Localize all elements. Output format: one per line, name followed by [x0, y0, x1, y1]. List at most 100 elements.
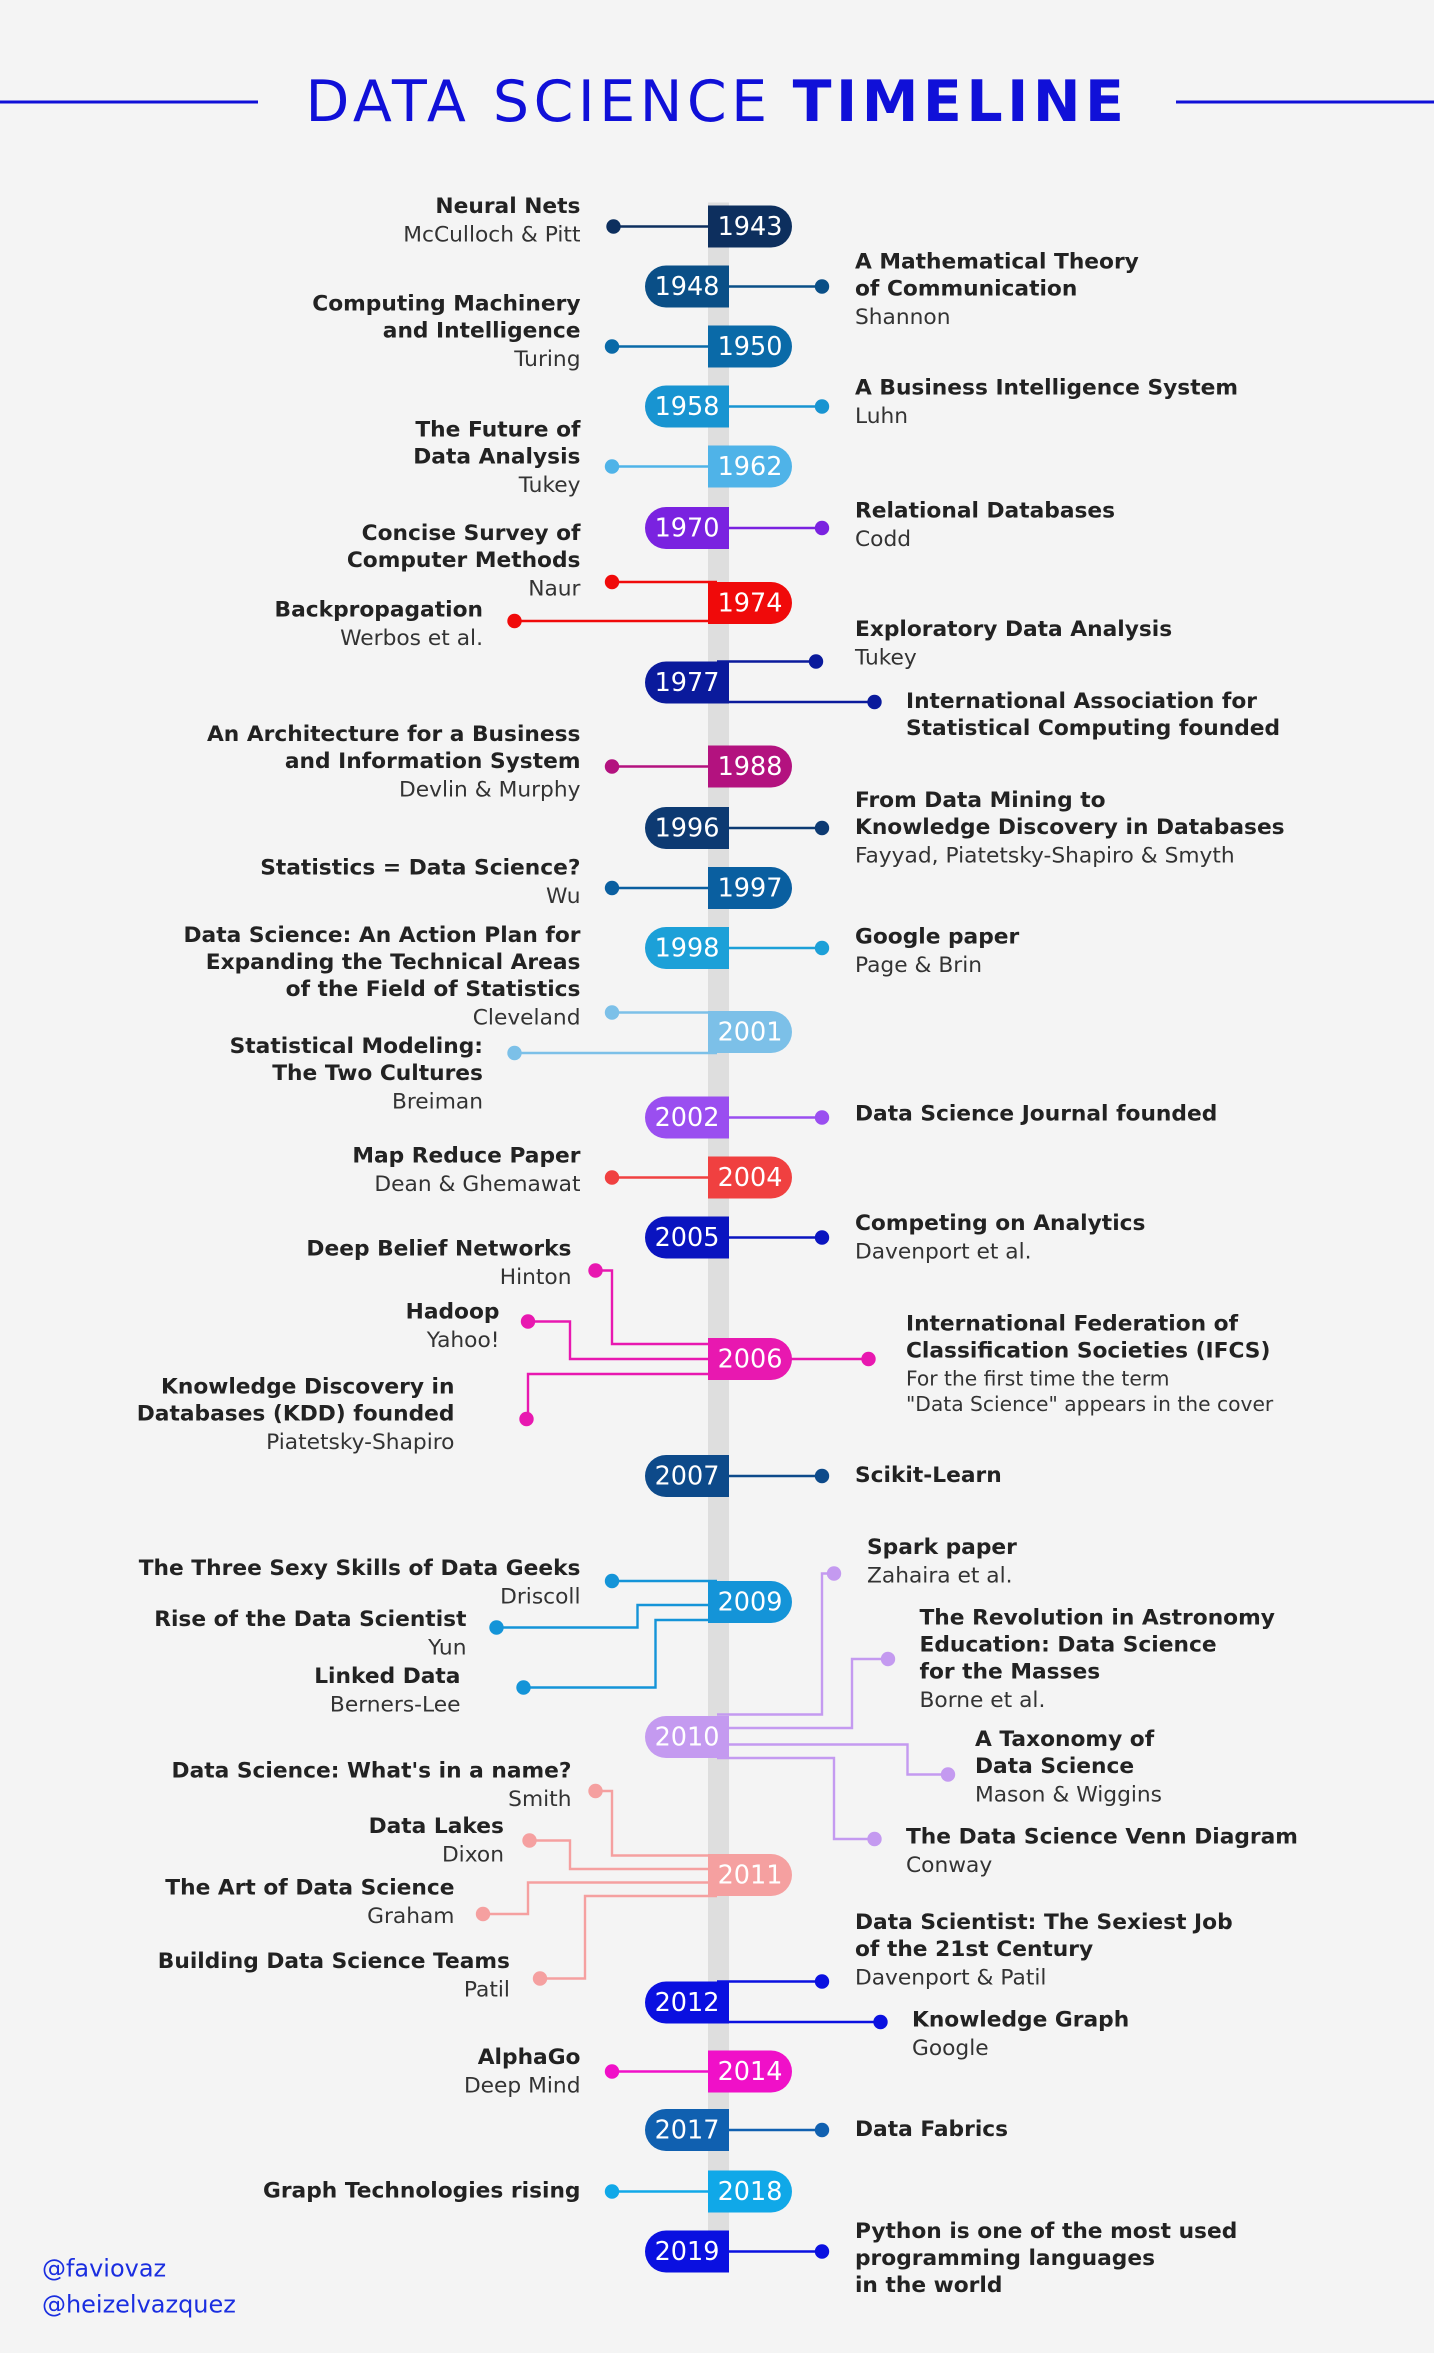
- dot: [814, 820, 830, 836]
- entry-title: Data Lakes: [369, 1814, 504, 1839]
- entry-title: The Art of Data Science: [165, 1875, 454, 1900]
- connector: [717, 1657, 888, 1730]
- dot: [519, 1411, 534, 1427]
- entry-subtitle: Yun: [427, 1635, 466, 1660]
- entry-title: AlphaGo: [478, 2045, 581, 2070]
- entry-title: programming languages: [855, 2246, 1155, 2271]
- dot: [588, 1783, 603, 1799]
- dot: [604, 880, 620, 896]
- dot: [475, 1906, 491, 1922]
- entry-subtitle: Cleveland: [473, 1005, 581, 1030]
- entry-title: From Data Mining to: [855, 788, 1106, 813]
- year-pill-edge: [708, 1580, 729, 1623]
- entry-title: and Intelligence: [383, 318, 581, 343]
- year-label: 2019: [655, 2237, 720, 2267]
- entry-title: The Data Science Venn Diagram: [906, 1824, 1298, 1849]
- entry-title: International Federation of: [906, 1311, 1239, 1336]
- entry-subtitle: Graham: [367, 1904, 454, 1929]
- entry-subtitle: Deep Mind: [464, 2073, 581, 2098]
- title: DATA SCIENCE TIMELINE: [306, 69, 1129, 135]
- entry-title: and Information System: [285, 749, 581, 774]
- entry-subtitle: Zahaira et al.: [867, 1563, 1013, 1588]
- entry-title: Classification Societies (IFCS): [906, 1338, 1270, 1363]
- year-pill-edge: [708, 2108, 729, 2151]
- entry-subtitle: Yahoo!: [426, 1328, 500, 1353]
- year-pill-edge: [708, 581, 729, 624]
- year-pill-edge: [708, 1853, 729, 1896]
- title-bold: TIMELINE: [793, 69, 1129, 135]
- connector: [595, 1789, 718, 1857]
- entry-subtitle: Luhn: [855, 404, 908, 429]
- year-label: 1962: [718, 452, 783, 482]
- entry-subtitle: Driscoll: [500, 1584, 580, 1609]
- entry-title: Data Science Journal founded: [855, 1101, 1217, 1126]
- entry-title: of the Field of Statistics: [286, 977, 581, 1002]
- dot: [814, 1110, 830, 1125]
- entry-subtitle: Hinton: [500, 1265, 572, 1290]
- dot: [604, 574, 620, 590]
- connector: [717, 1743, 948, 1776]
- dot: [814, 1468, 830, 1484]
- year-label: 2014: [718, 2057, 783, 2087]
- year-label: 1950: [718, 332, 783, 362]
- year-label: 1970: [655, 513, 720, 543]
- year-label: 1996: [655, 813, 720, 843]
- dot: [532, 1971, 548, 1986]
- year-label: 1943: [718, 212, 783, 242]
- dot: [606, 219, 621, 234]
- entry-title: Databases (KDD) founded: [137, 1401, 455, 1426]
- entry-title: Knowledge Discovery in Databases: [855, 815, 1285, 840]
- entry-subtitle: Wu: [546, 884, 581, 909]
- dot: [873, 2014, 888, 2030]
- entry-title: for the Masses: [919, 1659, 1100, 1684]
- dot: [861, 1351, 876, 1367]
- entry-title: Rise of the Data Scientist: [154, 1607, 466, 1632]
- dot: [588, 1263, 603, 1278]
- entry-subtitle: "Data Science" appears in the cover: [906, 1392, 1274, 1416]
- entry-subtitle: Naur: [528, 576, 580, 601]
- connector: [717, 1756, 875, 1841]
- entry-title: Data Science: An Action Plan for: [184, 923, 581, 948]
- year-pill-edge: [708, 806, 729, 849]
- dot: [814, 2122, 830, 2138]
- year-pill-edge: [708, 1156, 729, 1199]
- connector: [496, 1603, 718, 1629]
- entry-title: A Mathematical Theory: [855, 249, 1139, 274]
- dot: [940, 1767, 956, 1782]
- title-light: DATA SCIENCE: [306, 69, 772, 135]
- year-pill-edge: [708, 1337, 729, 1380]
- entry-title: Expanding the Technical Areas: [206, 950, 581, 975]
- year-pill-edge: [708, 325, 729, 368]
- year-label: 2006: [718, 1344, 783, 1374]
- entry-subtitle: Mason & Wiggins: [975, 1782, 1162, 1807]
- year-pill-edge: [708, 1454, 729, 1497]
- year-pill-edge: [708, 745, 729, 788]
- entry-subtitle: Patil: [464, 1977, 510, 2002]
- entry-title: Statistical Computing founded: [906, 716, 1280, 741]
- entry-title: Data Science: What's in a name?: [172, 1758, 572, 1783]
- connector: [595, 1269, 718, 1346]
- entry-subtitle: Dean & Ghemawat: [374, 1172, 580, 1197]
- entry-subtitle: Borne et al.: [919, 1688, 1045, 1713]
- entry-subtitle: Turing: [513, 347, 580, 372]
- dot: [814, 2244, 830, 2259]
- year-label: 2017: [655, 2115, 720, 2145]
- entry-title: Data Scientist: The Sexiest Job: [855, 1910, 1233, 1935]
- year-pill-edge: [708, 926, 729, 969]
- dot: [867, 1831, 882, 1847]
- credit: @heizelvazquez: [42, 2290, 236, 2318]
- dot: [604, 1170, 620, 1185]
- entry-title: Graph Technologies rising: [263, 2178, 580, 2203]
- entry-title: Data Fabrics: [855, 2117, 1008, 2142]
- connector: [540, 1894, 718, 1980]
- year-pill-edge: [708, 205, 729, 248]
- dot: [814, 1230, 830, 1245]
- dot: [604, 459, 620, 474]
- dot: [522, 1833, 537, 1848]
- entry-subtitle: Fayyad, Piatetsky-Shapiro & Smyth: [855, 843, 1235, 868]
- entry-subtitle: Tukey: [854, 645, 917, 670]
- entry-subtitle: Devlin & Murphy: [399, 777, 581, 802]
- year-label: 1948: [655, 272, 720, 302]
- entry-subtitle: Davenport & Patil: [855, 1965, 1046, 1990]
- entry-title: Concise Survey of: [362, 521, 581, 546]
